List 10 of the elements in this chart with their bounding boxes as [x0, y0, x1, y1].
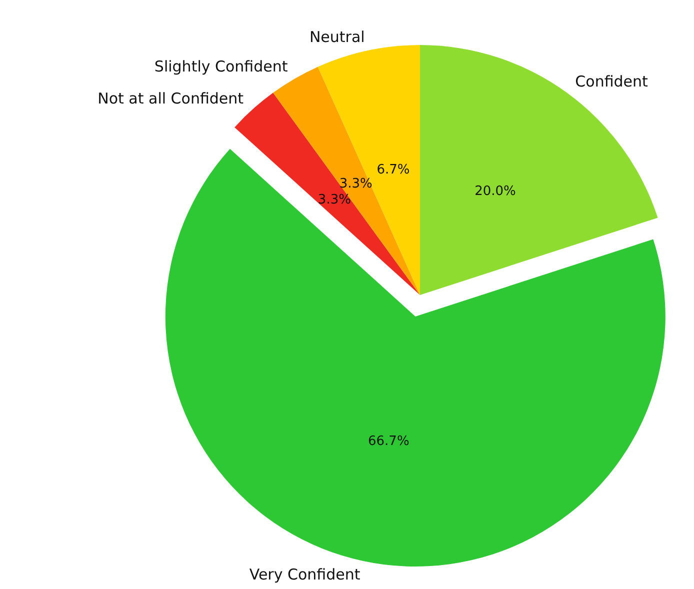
data-label: 3.3% [318, 192, 351, 208]
data-label: 3.3% [339, 176, 372, 192]
data-label: 20.0% [474, 184, 516, 199]
slice-label: Very Confident [249, 566, 360, 584]
slice-label: Neutral [309, 28, 365, 46]
slice-label: Confident [575, 72, 648, 90]
slice-label: Not at all Confident [98, 90, 244, 108]
data-label: 66.7% [368, 434, 410, 450]
slice-label: Slightly Confident [154, 58, 288, 76]
data-label: 6.7% [376, 162, 410, 178]
